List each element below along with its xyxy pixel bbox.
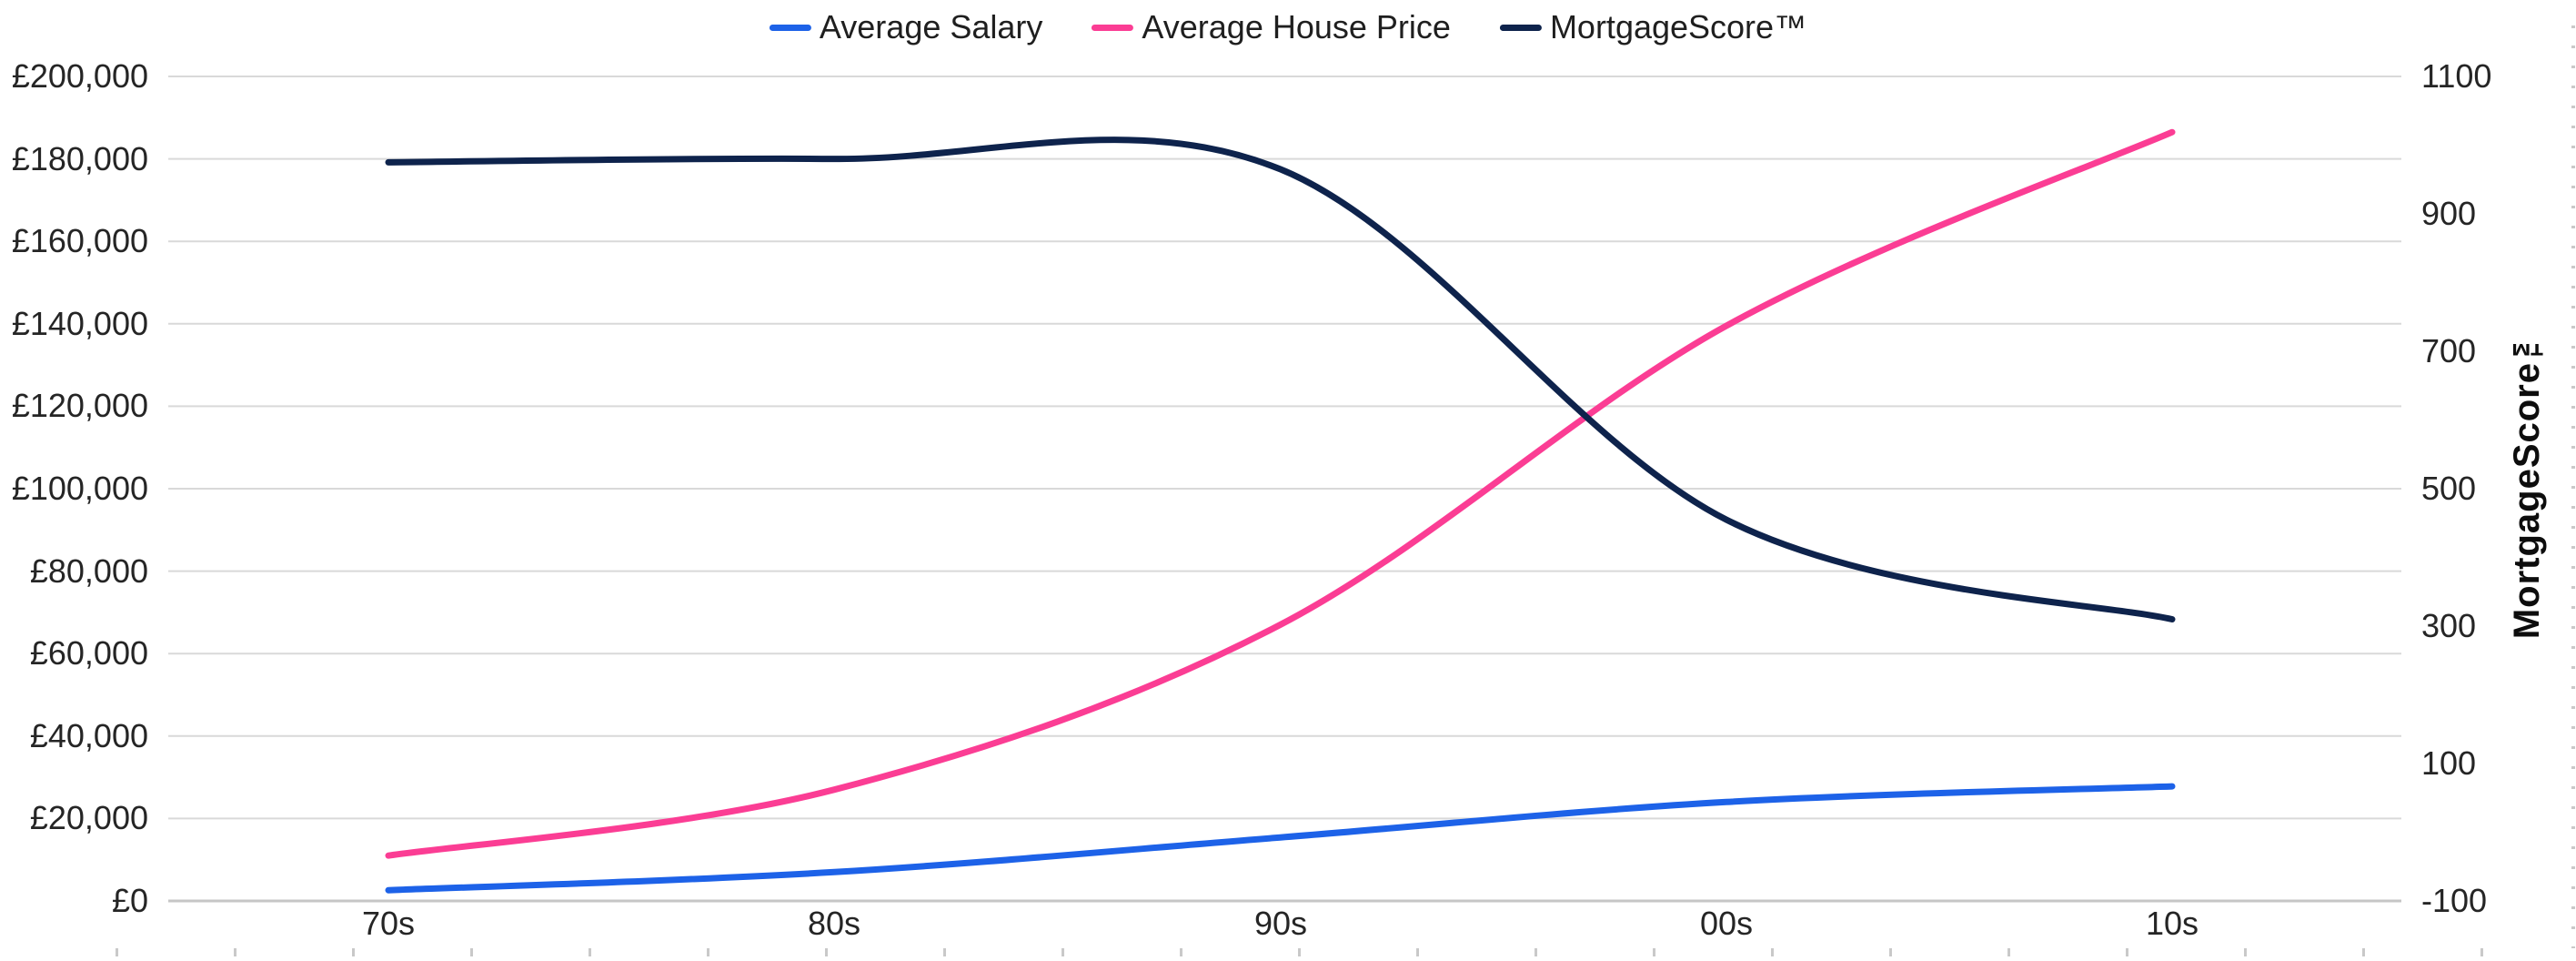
y-axis-left-tick: £40,000 [29,717,148,754]
y-axis-left-tick: £120,000 [11,387,148,424]
y-axis-right-tick: 500 [2421,470,2477,507]
y-axis-left-tick: £160,000 [11,222,148,259]
legend-item-mortgagescore: MortgageScore™ [1499,7,1807,47]
y-axis-right-tick: -100 [2421,882,2488,919]
y-axis-left-tick: £180,000 [11,140,148,177]
right-axis-title: MortgageScore™ [2507,321,2547,640]
dotted-border-bottom [116,948,2490,956]
y-axis-right-tick: 700 [2421,332,2477,369]
x-axis-tick-80s: 80s [807,905,861,942]
x-axis-tick-10s: 10s [2145,905,2199,942]
legend-item-average-house-price: Average House Price [1092,7,1451,47]
legend-label-mortgagescore: MortgageScore™ [1549,8,1807,46]
legend-swatch-average-salary [769,24,811,31]
legend-item-average-salary: Average Salary [769,7,1043,47]
x-axis-tick-90s: 90s [1253,905,1308,942]
y-axis-right-tick: 300 [2421,607,2477,644]
legend: Average Salary Average House Price Mortg… [769,7,1807,47]
y-axis-left-tick: £200,000 [11,57,148,95]
x-axis-tick-00s: 00s [1699,905,1754,942]
y-axis-right-tick: 100 [2421,744,2477,782]
dotted-border-right [2571,25,2575,948]
y-axis-left-tick: £140,000 [11,305,148,342]
y-axis-left-tick: £60,000 [29,634,148,672]
y-axis-left-tick: £0 [111,882,148,919]
legend-label-average-house-price: Average House Price [1142,8,1451,46]
y-axis-left-tick: £80,000 [29,552,148,590]
y-axis-left-tick: £20,000 [29,799,148,836]
y-axis-left-tick: £100,000 [11,470,148,507]
legend-label-average-salary: Average Salary [819,8,1043,46]
legend-swatch-mortgagescore [1499,24,1542,31]
legend-swatch-average-house-price [1092,24,1134,31]
y-axis-right-tick: 900 [2421,195,2477,232]
x-axis-tick-70s: 70s [361,905,416,942]
y-axis-right-tick: 1100 [2421,57,2492,95]
